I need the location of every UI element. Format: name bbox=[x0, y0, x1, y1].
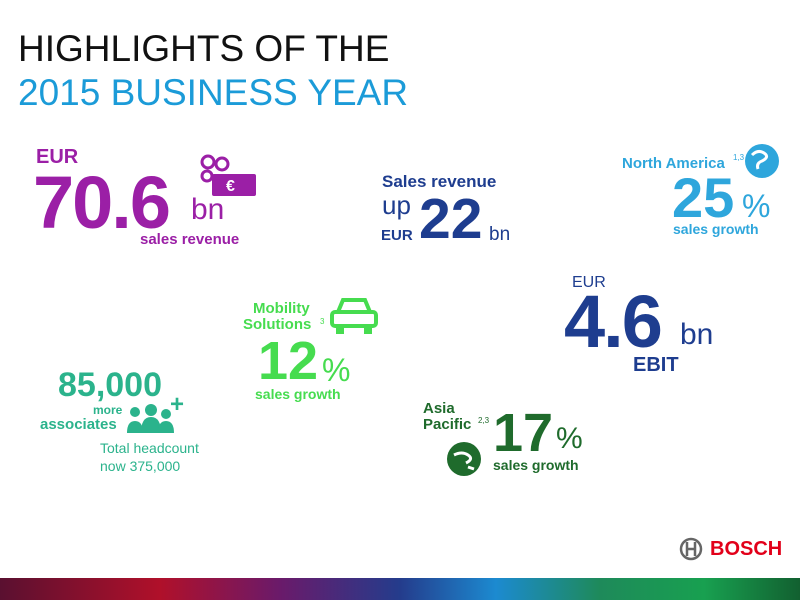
people-icon bbox=[127, 404, 174, 433]
headcount-line1: Total headcount bbox=[100, 440, 199, 456]
na-name: North America bbox=[622, 155, 725, 172]
ebit-value: 4.6 bbox=[564, 280, 663, 363]
sales-label: sales revenue bbox=[140, 231, 240, 248]
sales-currency: EUR bbox=[36, 146, 79, 168]
asia-label: sales growth bbox=[493, 457, 579, 473]
ebit-label: EBIT bbox=[633, 354, 679, 376]
sales-up-currency: EUR bbox=[381, 227, 413, 244]
mobility-name2: Solutions bbox=[243, 316, 312, 333]
associates-more: more bbox=[93, 403, 123, 417]
color-band bbox=[0, 578, 800, 600]
svg-text:€: € bbox=[226, 178, 235, 195]
sales-value: 70.6 bbox=[33, 161, 171, 244]
associates-plus: + bbox=[170, 391, 185, 418]
mobility-name1: Mobility bbox=[253, 300, 310, 317]
ebit-unit: bn bbox=[680, 318, 714, 351]
brand: BOSCH bbox=[710, 538, 783, 560]
na-label: sales growth bbox=[673, 221, 759, 237]
globe-icon bbox=[745, 144, 779, 178]
bosch-logo bbox=[679, 537, 703, 561]
ebit-currency: EUR bbox=[572, 274, 606, 291]
associates-value: 85,000 bbox=[58, 366, 162, 404]
asia-name2: Pacific bbox=[423, 416, 472, 433]
mobility-unit: % bbox=[322, 352, 351, 388]
money-icon: € bbox=[200, 154, 256, 196]
globe-icon-asia bbox=[447, 442, 481, 476]
title-line2: 2015 BUSINESS YEAR bbox=[18, 72, 409, 113]
asia-unit: % bbox=[556, 422, 583, 455]
asia-value: 17 bbox=[493, 403, 554, 463]
na-value: 25 bbox=[672, 166, 735, 229]
associates-label: associates bbox=[40, 416, 117, 433]
mobility-footnote: 3 bbox=[320, 317, 325, 326]
na-footnote: 1,3 bbox=[733, 153, 745, 162]
sales-unit: bn bbox=[191, 193, 225, 226]
mobility-label: sales growth bbox=[255, 386, 341, 402]
asia-name1: Asia bbox=[423, 400, 455, 417]
car-icon bbox=[330, 298, 378, 334]
sales-up-value: 22 bbox=[419, 187, 483, 251]
na-unit: % bbox=[742, 188, 771, 224]
mobility-value: 12 bbox=[258, 331, 319, 391]
sales-up-up: up bbox=[382, 190, 411, 220]
title-line1: HIGHLIGHTS OF THE bbox=[18, 28, 390, 69]
sales-up-unit: bn bbox=[489, 224, 511, 245]
headcount-line2: now 375,000 bbox=[100, 458, 181, 474]
asia-footnote: 2,3 bbox=[478, 416, 490, 425]
sales-up-title: Sales revenue bbox=[382, 172, 497, 191]
